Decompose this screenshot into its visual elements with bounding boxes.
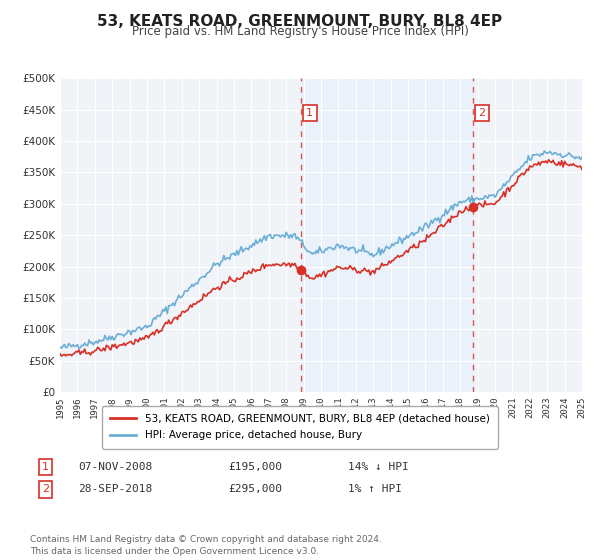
Text: 1% ↑ HPI: 1% ↑ HPI: [348, 484, 402, 494]
Text: 53, KEATS ROAD, GREENMOUNT, BURY, BL8 4EP: 53, KEATS ROAD, GREENMOUNT, BURY, BL8 4E…: [97, 14, 503, 29]
Text: 1: 1: [306, 108, 313, 118]
Text: 2: 2: [478, 108, 485, 118]
Bar: [301, 78, 473, 392]
Text: £295,000: £295,000: [228, 484, 282, 494]
Text: Contains HM Land Registry data © Crown copyright and database right 2024.
This d: Contains HM Land Registry data © Crown c…: [30, 535, 382, 556]
Text: 28-SEP-2018: 28-SEP-2018: [78, 484, 152, 494]
Text: 2: 2: [42, 484, 49, 494]
Text: £195,000: £195,000: [228, 462, 282, 472]
Text: Price paid vs. HM Land Registry's House Price Index (HPI): Price paid vs. HM Land Registry's House …: [131, 25, 469, 38]
Text: 07-NOV-2008: 07-NOV-2008: [78, 462, 152, 472]
Legend: 53, KEATS ROAD, GREENMOUNT, BURY, BL8 4EP (detached house), HPI: Average price, : 53, KEATS ROAD, GREENMOUNT, BURY, BL8 4E…: [102, 405, 498, 449]
Text: 1: 1: [42, 462, 49, 472]
Text: 14% ↓ HPI: 14% ↓ HPI: [348, 462, 409, 472]
